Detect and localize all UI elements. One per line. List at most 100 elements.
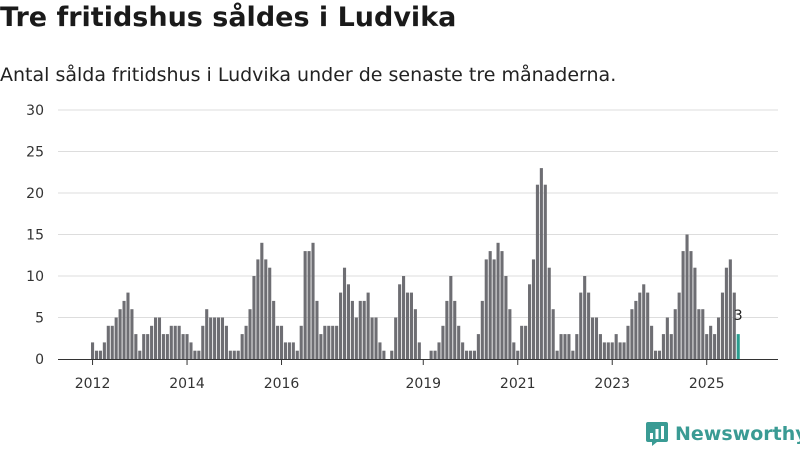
bar [240,334,244,359]
bar [583,276,587,359]
bar [701,309,705,359]
bar [724,267,728,359]
bar [390,350,394,359]
bar [547,267,551,359]
bar [402,276,406,359]
bar [622,342,626,359]
bar [98,350,102,359]
bar [614,334,618,359]
page-title: Tre fritidshus såldes i Ludvika [0,2,457,33]
bar [315,300,319,359]
bar [319,334,323,359]
bar [146,334,150,359]
bar [539,168,543,359]
bar [264,259,268,359]
bar [413,309,417,359]
bar [646,292,650,359]
bar [587,292,591,359]
bar [657,350,662,359]
bar [445,300,449,359]
bar [205,309,209,359]
bar [134,334,138,359]
y-tick-label: 0 [35,352,44,368]
bar [709,325,713,359]
bar [520,325,524,359]
bar [713,334,717,359]
bar [496,242,500,359]
bar [256,259,260,359]
x-tick-label: 2021 [500,376,536,392]
bar [551,309,555,359]
bar [370,317,374,359]
bar [177,325,181,359]
bar [512,342,516,359]
x-tick-label: 2025 [689,376,725,392]
bar [465,350,469,359]
bar [193,350,197,359]
gridlines [58,109,778,318]
bar [339,292,343,359]
bar [224,325,228,359]
bar [378,342,382,359]
bar [626,325,630,359]
bar [185,334,189,359]
newsworthy-logo-icon [646,422,668,446]
bar [197,350,201,359]
bar [157,317,162,359]
bar [602,342,606,359]
bar [209,317,213,359]
bar [331,325,335,359]
bar [102,342,106,359]
data-labels: 3 [734,308,743,324]
bar [720,292,725,359]
bar [606,342,610,359]
bar [118,309,122,359]
bar [480,300,484,359]
bar [598,334,602,359]
bar [567,334,571,359]
bar [472,350,476,359]
chart-subtitle: Antal sålda fritidshus i Ludvika under d… [0,64,617,86]
bar [366,292,370,359]
y-tick-label: 15 [26,228,44,244]
bar [260,242,264,359]
bar [524,325,528,359]
bar [642,284,646,359]
x-tick-label: 2019 [405,376,441,392]
bar [693,267,697,359]
bar [665,317,669,359]
bar [579,292,583,359]
bar [618,342,622,359]
bar [165,334,169,359]
bar [736,334,740,359]
bar [228,350,232,359]
bar [594,317,599,359]
x-axis-ticks: 2012 2014 2016 2019 2021 2023 2025 [75,359,725,392]
bar [153,317,158,359]
bar [189,342,193,359]
bar [575,334,579,359]
y-tick-label: 25 [26,145,44,161]
bar [272,300,276,359]
bar [201,325,205,359]
x-tick-label: 2023 [594,376,630,392]
bar [169,325,173,359]
bar [488,251,492,359]
bar [504,276,508,359]
brand-name: Newsworthy [675,423,800,445]
bar [449,276,453,359]
bar [350,300,354,359]
bar [244,325,248,359]
brand-logo[interactable]: Newsworthy [645,419,800,449]
bar [563,334,567,359]
bar [610,342,614,359]
bar [150,325,154,359]
bar [543,184,547,359]
bar [335,325,339,359]
bar [276,325,280,359]
y-tick-label: 10 [26,269,44,285]
bar [673,309,677,359]
y-tick-label: 5 [35,311,44,327]
bar [453,300,457,359]
